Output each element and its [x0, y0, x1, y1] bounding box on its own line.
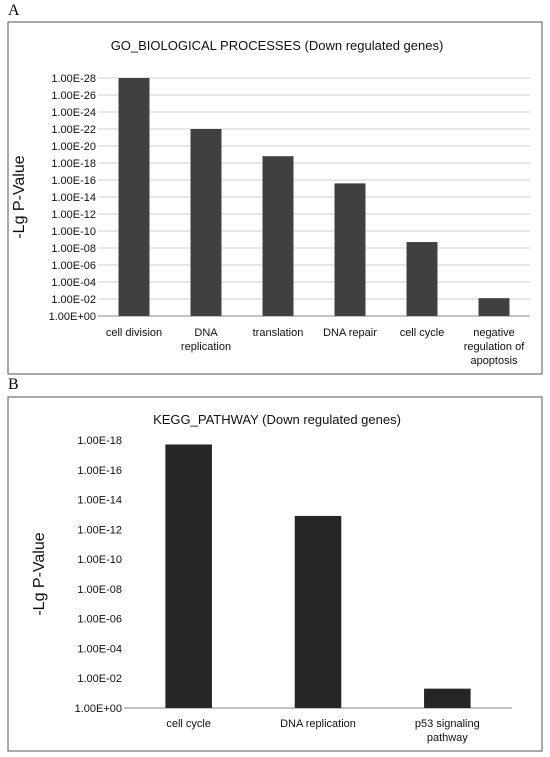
- y-tick-label: 1.00E-06: [51, 260, 96, 272]
- bar: [118, 78, 150, 316]
- y-tick-label: 1.00E-16: [51, 175, 96, 187]
- y-tick-label: 1.00E-18: [77, 435, 122, 447]
- y-tick-label: 1.00E-20: [51, 141, 96, 153]
- y-tick-label: 1.00E-22: [51, 124, 96, 136]
- y-tick-label: 1.00E-28: [51, 73, 96, 85]
- bar: [294, 515, 342, 708]
- y-tick-label: 1.00E-08: [51, 243, 96, 255]
- panel-label-a: A: [8, 2, 20, 19]
- y-tick-label: 1.00E-02: [51, 294, 96, 306]
- y-tick-label: 1.00E-02: [77, 673, 122, 685]
- bar: [424, 688, 471, 708]
- y-tick-label: 1.00E-16: [77, 465, 122, 477]
- chart-frame: [7, 396, 543, 752]
- y-tick-label: 1.00E-24: [51, 107, 96, 119]
- y-tick-label: 1.00E-26: [51, 90, 96, 102]
- y-tick-label: 1.00E-18: [51, 158, 96, 170]
- x-tick-label: DNA replication: [280, 718, 356, 730]
- bar: [262, 156, 294, 316]
- x-tick-label: negative regulation of apoptosis: [464, 327, 525, 367]
- x-tick-label: DNA replication: [181, 327, 231, 353]
- y-tick-label: 1.00E-14: [77, 495, 122, 507]
- bar: [165, 444, 212, 708]
- x-tick-label: p53 signaling pathway: [415, 718, 480, 744]
- y-tick-label: 1.00E+00: [75, 703, 122, 715]
- bar: [406, 242, 438, 316]
- chart-frame: [7, 21, 543, 375]
- bar: [334, 183, 366, 316]
- y-tick-label: 1.00E-04: [51, 277, 96, 289]
- y-tick-label: 1.00E-12: [77, 524, 122, 536]
- bar: [190, 129, 222, 316]
- y-tick-label: 1.00E-14: [51, 192, 96, 204]
- x-tick-label: translation: [253, 327, 304, 339]
- x-tick-label: cell cycle: [400, 327, 445, 339]
- y-tick-label: 1.00E+00: [49, 311, 96, 323]
- x-tick-label: cell cycle: [166, 718, 211, 730]
- y-tick-label: 1.00E-08: [77, 584, 122, 596]
- panel-label-b: B: [8, 376, 19, 393]
- y-tick-label: 1.00E-06: [77, 614, 122, 626]
- y-tick-label: 1.00E-10: [77, 554, 122, 566]
- y-tick-label: 1.00E-10: [51, 226, 96, 238]
- x-tick-label: DNA repair: [323, 327, 377, 339]
- y-axis-label: -Lg P-Value: [11, 155, 28, 238]
- x-tick-label: cell division: [106, 327, 162, 339]
- y-tick-label: 1.00E-04: [77, 643, 122, 655]
- y-tick-label: 1.00E-12: [51, 209, 96, 221]
- chart-title: KEGG_PATHWAY (Down regulated genes): [153, 412, 401, 427]
- y-axis-label: -Lg P-Value: [31, 532, 48, 615]
- bar: [478, 298, 510, 316]
- chart-title: GO_BIOLOGICAL PROCESSES (Down regulated …: [111, 38, 444, 53]
